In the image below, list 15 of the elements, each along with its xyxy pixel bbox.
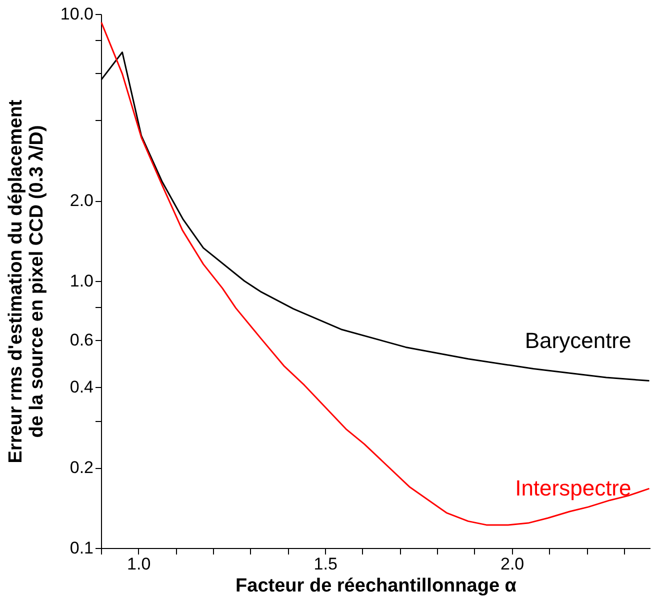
y-axis-title: Erreur rms d'estimation du déplacement de la source en pixel CCD (0.3 λ/D): [5, 99, 48, 464]
line-series: [100, 22, 650, 526]
y-tick-label: 0.1: [70, 538, 94, 558]
y-tick-label: 1.0: [70, 272, 94, 290]
y-tick-label: 0.4: [70, 378, 94, 397]
y-tick-label: 2.0: [70, 191, 94, 210]
series-label: Interspectre: [515, 476, 632, 501]
x-axis-title: Facteur de réechantillonnage α: [236, 576, 517, 596]
x-tick-label: 1.5: [314, 554, 338, 574]
y-tick-label: 10.0: [60, 4, 94, 24]
x-tick-label: 1.0: [127, 554, 151, 574]
y-tick-label: 0.6: [70, 330, 94, 350]
x-tick-label: 2.0: [500, 554, 524, 574]
y-tick-label: 0.2: [70, 458, 94, 478]
series-label: Barycentre: [524, 328, 632, 353]
